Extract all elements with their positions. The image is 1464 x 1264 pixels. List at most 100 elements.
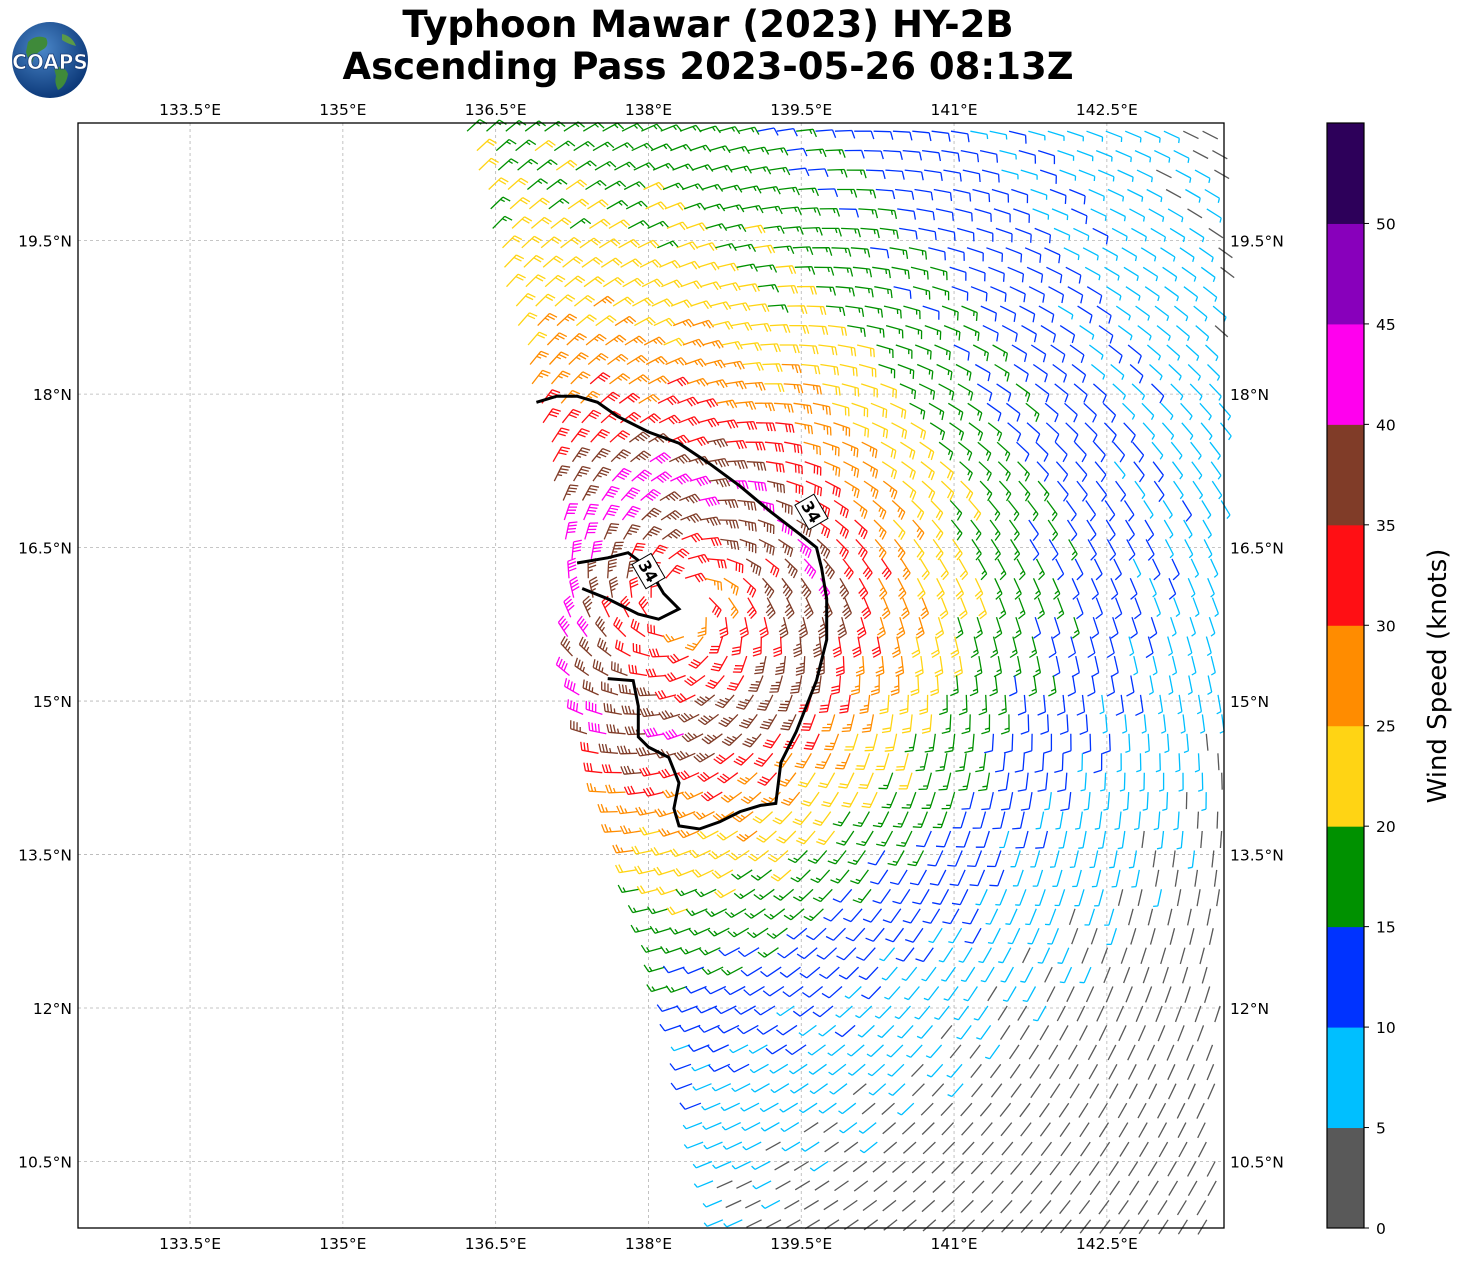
wind-barb [630, 924, 653, 933]
wind-barb [1013, 208, 1030, 223]
map-frame [77, 122, 1225, 1229]
wind-barb [1001, 1219, 1014, 1233]
wind-barb [1026, 422, 1041, 442]
wind-barb [990, 636, 999, 659]
wind-barb [1084, 422, 1098, 443]
wind-barb [938, 947, 954, 963]
wind-barb [1025, 908, 1037, 926]
wind-barb [1074, 558, 1084, 581]
wind-barb [1076, 480, 1088, 502]
wind-barb [742, 733, 762, 748]
wind-barb [1046, 266, 1063, 284]
wind-barb [667, 434, 690, 445]
wind-barb [1099, 1219, 1111, 1234]
wind-barb [1078, 169, 1096, 182]
wind-barb [815, 129, 837, 138]
wind-barb [1197, 1219, 1208, 1235]
wind-barb [774, 752, 793, 768]
wind-barb [725, 380, 747, 390]
wind-barb [1037, 480, 1050, 502]
wind-barb [1050, 1180, 1062, 1195]
wind-barb [1103, 422, 1117, 443]
wind-barb [980, 1122, 993, 1136]
wind-barb [940, 1024, 953, 1040]
wind-barb [1141, 714, 1147, 734]
wind-barb [1047, 927, 1060, 945]
wind-barb [1019, 305, 1036, 323]
wind-barb [649, 452, 672, 464]
wind-barb [1030, 1083, 1042, 1099]
wind-barb [568, 352, 589, 365]
wind-barb [943, 324, 961, 341]
wind-barb [1164, 733, 1170, 754]
wind-barb [640, 944, 663, 953]
wind-barb [941, 149, 961, 162]
wind-barb [1086, 130, 1104, 142]
wind-barb [832, 636, 842, 658]
wind-barb [1032, 208, 1050, 220]
wind-barb [846, 1044, 865, 1057]
lon-tick-label: 142.5°E [1076, 1235, 1138, 1253]
wind-barb [987, 986, 998, 1002]
lat-tick-label: 16.5°N [18, 540, 72, 558]
wind-barb [1020, 1219, 1034, 1233]
wind-barb [1032, 1005, 1047, 1022]
wind-barb [648, 544, 668, 560]
wind-barb [1069, 344, 1085, 364]
wind-barb [692, 869, 714, 878]
wind-barb [1177, 1025, 1185, 1042]
wind-barb [880, 441, 897, 459]
wind-barb [823, 558, 835, 580]
wind-barb [911, 1161, 926, 1174]
wind-barb [1032, 363, 1048, 383]
wind-barb [808, 324, 829, 335]
wind-barb [767, 480, 786, 494]
wind-barb [1176, 889, 1182, 907]
wind-barb [697, 417, 720, 428]
wind-barb [1049, 1083, 1061, 1099]
wind-barb [1162, 266, 1178, 282]
wind-barb [859, 1141, 878, 1154]
wind-barb [773, 636, 783, 658]
wind-barb [918, 772, 933, 791]
wind-barb [571, 539, 582, 559]
contour-label-box [631, 552, 666, 590]
wind-barb [832, 888, 853, 903]
wind-barb [630, 618, 646, 638]
wind-barb [1012, 869, 1024, 887]
wind-barb [652, 162, 675, 171]
wind-barb [541, 389, 561, 404]
wind-barb [602, 276, 625, 288]
wind-barb [1152, 655, 1158, 676]
wind-barb [490, 196, 511, 210]
wind-barb [684, 674, 706, 687]
lat-tick-label: 13.5°N [1230, 847, 1284, 865]
wind-barb [662, 633, 685, 643]
wind-barb [1095, 149, 1113, 162]
wind-barb [740, 1102, 760, 1112]
wind-barb [601, 485, 620, 501]
wind-barb [748, 675, 764, 692]
wind-barb [1022, 986, 1037, 1003]
wind-barb [1002, 986, 1017, 1002]
wind-barb [750, 1083, 770, 1093]
wind-barb [1128, 1083, 1138, 1100]
wind-barb [1125, 733, 1131, 754]
wind-barb [1132, 441, 1145, 463]
wind-barb [935, 208, 954, 221]
wind-barb [803, 558, 817, 579]
wind-barb [609, 430, 631, 443]
wind-barb [999, 305, 1017, 323]
wind-barb [606, 199, 629, 210]
wind-barb [1019, 1025, 1030, 1041]
wind-barb [1176, 830, 1184, 850]
wind-barb [742, 361, 764, 371]
wind-barb [1104, 266, 1120, 281]
wind-barb [989, 519, 1001, 541]
wind-barb [990, 286, 1007, 302]
wind-barb [1218, 402, 1232, 421]
wind-barb [752, 811, 774, 824]
wind-barb [781, 577, 793, 600]
wind-barb [1205, 733, 1209, 751]
wind-barb [628, 374, 651, 385]
